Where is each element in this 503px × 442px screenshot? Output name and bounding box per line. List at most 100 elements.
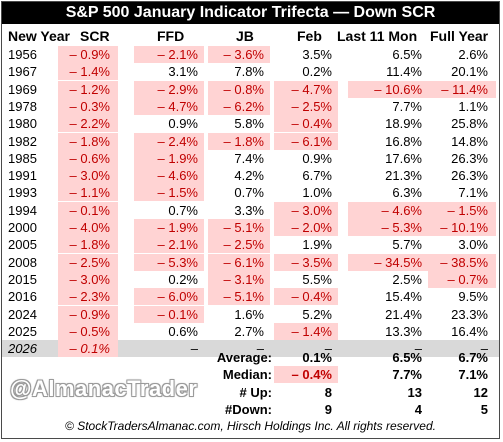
header-new-year: New Year: [8, 28, 71, 44]
negative-highlight: [274, 366, 338, 384]
cell-feb: 5.2%: [302, 306, 332, 322]
cell-scr: – 0.1%: [69, 202, 110, 218]
cell-fy: 23.3%: [451, 306, 488, 322]
cell-scr: – 2.5%: [69, 254, 110, 270]
negative-highlight: [208, 288, 270, 306]
negative-highlight: [58, 80, 118, 98]
cell-ffd: – 4.6%: [157, 168, 198, 184]
cell-feb: – 2.5%: [291, 98, 332, 114]
cell-feb: – 6.1%: [291, 133, 332, 149]
cell-year: 2016: [8, 289, 37, 305]
cell-jb: – 6.1%: [223, 254, 264, 270]
stats-label: # Up:: [239, 384, 273, 400]
cell-jb: 4.2%: [234, 168, 264, 184]
cell-fy: 9.5%: [458, 289, 488, 305]
twitter-handle-watermark: @AlmanacTrader: [10, 376, 198, 401]
stats-feb: 0.1%: [302, 350, 332, 365]
negative-highlight: [58, 253, 118, 271]
table-row: 2005 – 1.8% – 2.1% – 2.5% 1.9% 5.7% 3.0%: [2, 236, 499, 254]
cell-l11: 6.3%: [392, 185, 422, 201]
cell-scr: – 3.0%: [69, 271, 110, 287]
negative-highlight: [348, 253, 428, 271]
cell-jb: 0.7%: [234, 185, 264, 201]
cell-fy: 20.1%: [451, 64, 488, 80]
table-row: 1967 – 1.4% 3.1% 7.8% 0.2% 11.4% 20.1%: [2, 63, 499, 81]
cell-fy: 1.1%: [458, 98, 488, 114]
stats-row: # Up: 8 13 12: [2, 384, 499, 401]
stats-label: Average:: [216, 350, 272, 365]
stats-fy: 5: [480, 401, 488, 417]
negative-highlight: [208, 80, 270, 98]
table-row: 2026 – 0.1% – – – – –: [2, 340, 499, 358]
cell-ffd: – 2.9%: [157, 81, 198, 97]
negative-highlight: [208, 253, 270, 271]
stats-fy: 6.7%: [458, 350, 488, 365]
cell-year: 1969: [8, 81, 37, 97]
cell-fy: – 10.1%: [440, 220, 488, 235]
negative-highlight: [58, 236, 118, 254]
cell-year: 1994: [8, 202, 37, 218]
cell-feb: 5.5%: [302, 271, 332, 287]
negative-highlight: [348, 201, 428, 219]
cell-l11: 21.3%: [385, 168, 422, 184]
cell-l11: 21.4%: [385, 306, 422, 322]
cell-feb: – 2.0%: [291, 220, 332, 235]
table-row: 1994 – 0.1% 0.7% 3.3% – 3.0% – 4.6% – 1.5%: [2, 201, 499, 219]
cell-feb: – 3.5%: [291, 254, 332, 270]
table-row: 2000 – 4.0% – 1.9% – 5.1% – 2.0% – 5.3% – 10.1…: [2, 219, 499, 236]
header-ffd: FFD: [157, 28, 185, 44]
stats-label: Median:: [222, 367, 272, 383]
header-full-year: Full Year: [430, 28, 489, 44]
cell-fy: – 0.7%: [447, 271, 488, 287]
cell-scr: – 0.3%: [69, 98, 110, 114]
stats-row: #Down: 9 4 5: [2, 401, 499, 418]
cell-year: 1993: [8, 185, 37, 201]
cell-feb: 1.0%: [302, 185, 332, 201]
negative-highlight: [134, 132, 204, 150]
cell-year: 1967: [8, 64, 37, 80]
cell-feb: 0.2%: [302, 64, 332, 80]
cell-scr: – 0.1%: [69, 341, 110, 357]
cell-ffd: – 2.1%: [157, 237, 198, 253]
cell-scr: – 1.8%: [69, 237, 110, 253]
stats-feb: 8: [324, 384, 332, 400]
negative-highlight: [348, 80, 428, 98]
table-row: 2015 – 3.0% 0.2% – 3.1% 5.5% 2.5% – 0.7%: [2, 270, 499, 288]
cell-feb: – 1.4%: [291, 323, 332, 339]
cell-ffd: – 1.9%: [157, 150, 198, 166]
cell-l11: 11.4%: [386, 64, 422, 80]
cell-year: 2024: [8, 306, 37, 322]
table-row: 1980 – 2.2% 0.9% 5.8% – 0.4% 18.9% 25.8%: [2, 115, 499, 133]
negative-highlight: [208, 236, 270, 254]
negative-highlight: [134, 236, 204, 254]
cell-scr: – 2.3%: [69, 289, 110, 305]
negative-highlight: [58, 149, 118, 167]
cell-ffd: 0.9%: [168, 116, 198, 132]
negative-highlight: [274, 115, 338, 133]
negative-highlight: [274, 201, 338, 219]
cell-feb: 6.7%: [302, 168, 332, 184]
negative-highlight: [208, 97, 270, 115]
cell-l11: 5.7%: [392, 237, 422, 253]
negative-highlight: [274, 253, 338, 271]
cell-l11: – 10.6%: [374, 81, 422, 97]
cell-year: 1978: [8, 98, 37, 114]
cell-ffd: 0.2%: [168, 271, 198, 287]
cell-l11: 17.6%: [385, 150, 422, 166]
negative-highlight: [58, 184, 118, 202]
cell-fy: 25.8%: [451, 116, 488, 132]
header-scr: SCR: [80, 28, 110, 44]
cell-ffd: – 2.1%: [157, 47, 198, 62]
negative-highlight: [58, 305, 118, 323]
stats-l11: 4: [414, 401, 422, 417]
negative-highlight: [208, 132, 270, 150]
table-row: 1982 – 1.8% – 2.4% – 1.8% – 6.1% 16.8% 14.8%: [2, 132, 499, 150]
cell-fy: 26.3%: [451, 150, 488, 166]
cell-jb: 7.4%: [234, 150, 264, 166]
negative-highlight: [274, 219, 338, 236]
negative-highlight: [134, 97, 204, 115]
table-row: 1978 – 0.3% – 4.7% – 6.2% – 2.5% 7.7% 1.1%: [2, 97, 499, 115]
negative-highlight: [274, 132, 338, 150]
negative-highlight: [208, 46, 270, 63]
cell-ffd: – 0.1%: [157, 306, 198, 322]
